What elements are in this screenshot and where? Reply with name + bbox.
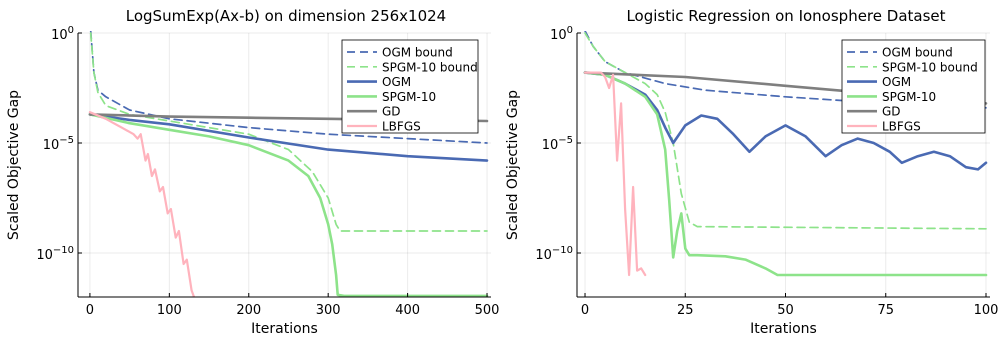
chart2-y-axis-label: Scaled Objective Gap xyxy=(505,90,521,240)
chart2-legend-label-3: SPGM-10 xyxy=(882,90,936,104)
chart1-legend-label-1: SPGM-10 bound xyxy=(382,60,478,74)
chart2-legend-label-1: SPGM-10 bound xyxy=(882,60,978,74)
chart1-title: LogSumExp(Ax-b) on dimension 256x1024 xyxy=(126,7,446,25)
chart1-x-axis-label: Iterations xyxy=(251,321,318,337)
chart1-xtick-label-2: 200 xyxy=(236,303,261,318)
chart2-xtick-label-4: 100 xyxy=(974,303,998,318)
chart2-legend-label-4: GD xyxy=(882,105,901,119)
chart2-ytick-label-0: 100 xyxy=(550,25,573,43)
chart2-legend-label-0: OGM bound xyxy=(882,46,953,60)
chart2-series-ogm xyxy=(583,71,988,171)
chart2-ytick-label-1: 10−5 xyxy=(542,135,573,153)
chart1-series-ogm-bound xyxy=(89,31,488,144)
chart2-xtick-label-1: 25 xyxy=(677,303,694,318)
chart1-xtick-label-3: 300 xyxy=(316,303,341,318)
chart1-legend-label-3: SPGM-10 xyxy=(382,90,436,104)
chart1-y-axis-label: Scaled Objective Gap xyxy=(6,90,22,240)
chart2-title: Logistic Regression on Ionosphere Datase… xyxy=(626,7,945,25)
chart2-legend-label-2: OGM xyxy=(882,75,911,89)
chart2-xtick-label-2: 50 xyxy=(777,303,794,318)
chart2-series-spgm-10 xyxy=(583,71,988,277)
chart1-xtick-label-1: 100 xyxy=(157,303,182,318)
chart1-ytick-label-1: 10−5 xyxy=(43,135,74,153)
chart2-ytick-label-2: 10−10 xyxy=(535,245,573,263)
chart2-series-lbfgs xyxy=(583,71,647,277)
chart2-x-axis-label: Iterations xyxy=(750,321,817,337)
chart1-series-lbfgs xyxy=(88,111,196,297)
chart1-legend-label-2: OGM xyxy=(382,75,411,89)
chart2: Logistic Regression on Ionosphere Datase… xyxy=(505,7,998,337)
chart1-legend-box xyxy=(341,39,479,134)
chart1-legend-label-4: GD xyxy=(382,105,401,119)
chart1-series-spgm-10 xyxy=(88,113,489,297)
chart1-ytick-label-2: 10−10 xyxy=(36,245,74,263)
chart2-xtick-label-3: 75 xyxy=(877,303,894,318)
chart1-series-spgm-10-bound xyxy=(89,32,488,232)
chart1-xtick-label-0: 0 xyxy=(86,303,94,318)
chart1: LogSumExp(Ax-b) on dimension 256x1024 0 10… xyxy=(6,7,499,337)
chart1-series xyxy=(88,31,489,297)
chart2-xtick-label-0: 0 xyxy=(581,303,589,318)
chart1-xtick-label-5: 500 xyxy=(475,303,500,318)
chart2-legend-label-5: LBFGS xyxy=(882,120,921,134)
chart1-legend-label-0: OGM bound xyxy=(382,46,453,60)
chart1-legend-label-5: LBFGS xyxy=(382,120,421,134)
chart2-series-spgm-10-bound xyxy=(584,32,987,230)
chart1-ytick-label-0: 100 xyxy=(51,25,74,43)
chart1-grid xyxy=(78,32,491,297)
chart2-legend-box xyxy=(841,39,986,134)
chart1-xtick-label-4: 400 xyxy=(395,303,420,318)
